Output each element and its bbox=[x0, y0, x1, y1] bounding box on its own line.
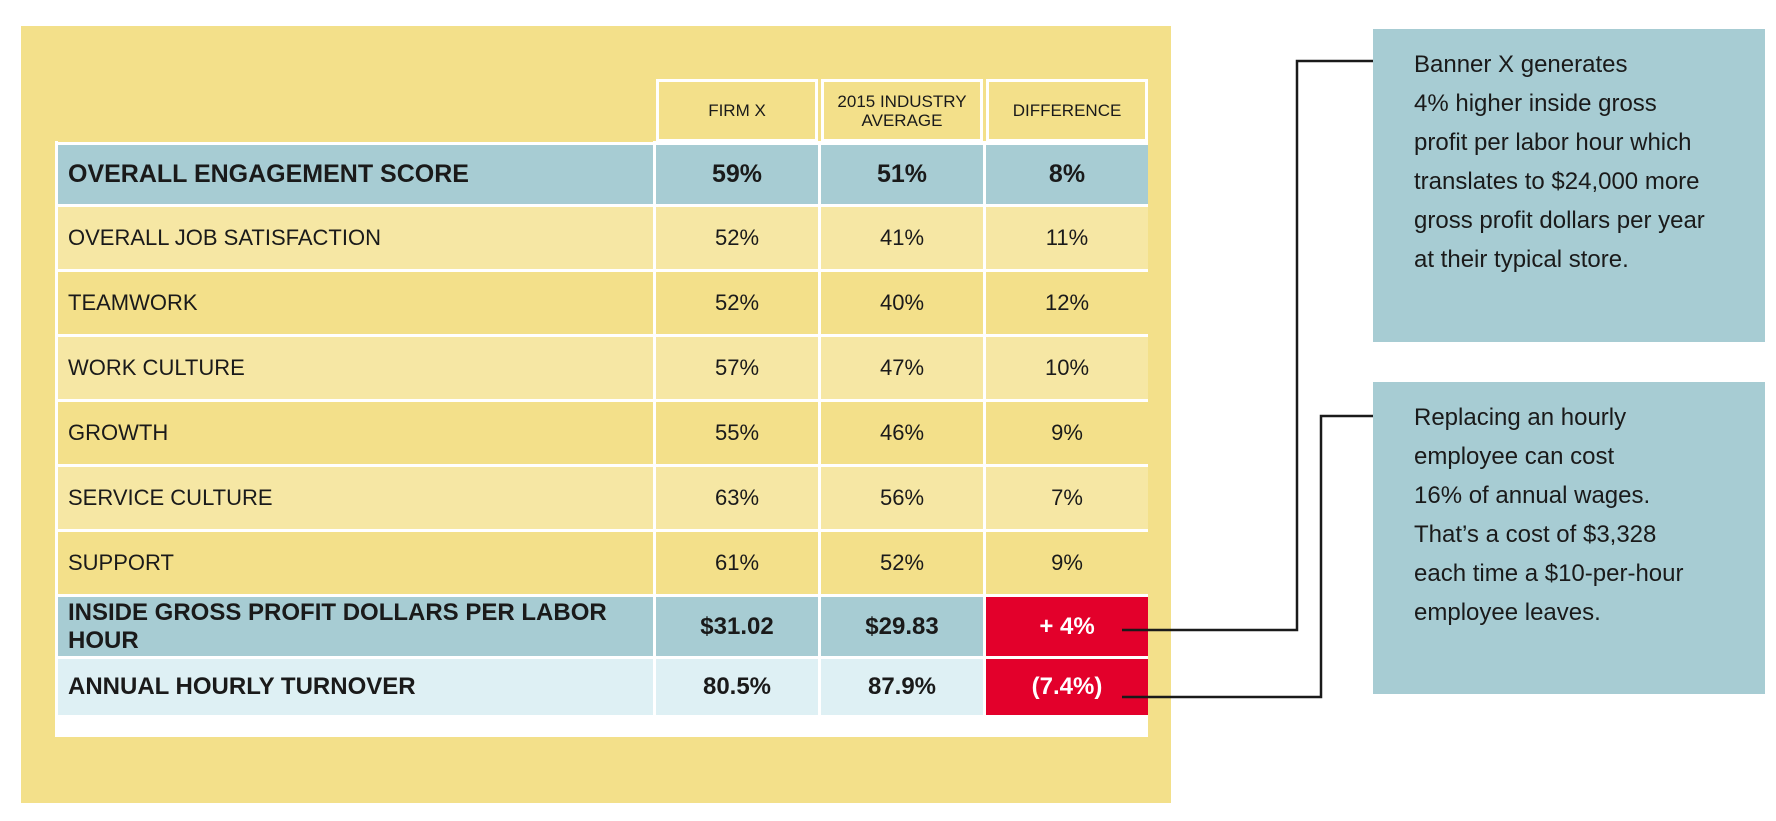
firm-x-value: 63% bbox=[656, 467, 818, 529]
difference-value: 11% bbox=[986, 207, 1148, 269]
row-label: GROWTH bbox=[58, 402, 653, 464]
firm-x-value: 52% bbox=[656, 207, 818, 269]
callout-line: Replacing an hourly bbox=[1414, 404, 1627, 431]
row-label: OVERALL ENGAGEMENT SCORE bbox=[58, 145, 653, 204]
leader-line-turnover bbox=[1122, 414, 1373, 699]
difference-value: 9% bbox=[986, 402, 1148, 464]
table-row: SERVICE CULTURE 63% 56% 7% bbox=[58, 467, 1148, 529]
callout-turnover: Replacing an hourly employee can cost 16… bbox=[1373, 382, 1765, 694]
industry-average-value: 52% bbox=[821, 532, 983, 594]
header-industry-average: 2015 INDUSTRY AVERAGE bbox=[821, 79, 983, 142]
firm-x-value: 55% bbox=[656, 402, 818, 464]
industry-average-value: 87.9% bbox=[821, 659, 983, 715]
header-firm-x: FIRM X bbox=[656, 79, 818, 142]
difference-value: 7% bbox=[986, 467, 1148, 529]
callout-line: profit per labor hour which bbox=[1414, 129, 1692, 156]
difference-value: + 4% bbox=[986, 597, 1148, 656]
table-row: WORK CULTURE 57% 47% 10% bbox=[58, 337, 1148, 399]
callout-line: That’s a cost of $3,328 bbox=[1414, 521, 1657, 548]
callout-gross-profit: Banner X generates 4% higher inside gros… bbox=[1373, 29, 1765, 342]
firm-x-value: 59% bbox=[656, 145, 818, 204]
header-industry-line2: AVERAGE bbox=[861, 110, 943, 130]
row-label: SUPPORT bbox=[58, 532, 653, 594]
difference-value: 9% bbox=[986, 532, 1148, 594]
industry-average-value: 41% bbox=[821, 207, 983, 269]
callout-line: translates to $24,000 more bbox=[1414, 168, 1700, 195]
table-body: OVERALL ENGAGEMENT SCORE 59% 51% 8% OVERALL … bbox=[58, 145, 1148, 715]
table-header-row: FIRM X 2015 INDUSTRY AVERAGE DIFFERENCE bbox=[58, 79, 1148, 142]
row-label: SERVICE CULTURE bbox=[58, 467, 653, 529]
firm-x-value: 61% bbox=[656, 532, 818, 594]
header-firm-x-label: FIRM X bbox=[708, 101, 766, 120]
firm-x-value: 52% bbox=[656, 272, 818, 334]
firm-x-value: $31.02 bbox=[656, 597, 818, 656]
engagement-table: FIRM X 2015 INDUSTRY AVERAGE DIFFERENCE … bbox=[55, 76, 1151, 718]
row-label: ANNUAL HOURLY TURNOVER bbox=[58, 659, 653, 715]
table-row: SUPPORT 61% 52% 9% bbox=[58, 532, 1148, 594]
leader-line-gross-profit bbox=[1122, 59, 1373, 632]
callout-line: each time a $10-per-hour bbox=[1414, 560, 1684, 587]
difference-value: 8% bbox=[986, 145, 1148, 204]
callout-line: employee leaves. bbox=[1414, 599, 1601, 626]
industry-average-value: 47% bbox=[821, 337, 983, 399]
table-row: OVERALL ENGAGEMENT SCORE 59% 51% 8% bbox=[58, 145, 1148, 204]
table-row: INSIDE GROSS PROFIT DOLLARS PER LABOR HO… bbox=[58, 597, 1148, 656]
industry-average-value: 56% bbox=[821, 467, 983, 529]
table-row: TEAMWORK 52% 40% 12% bbox=[58, 272, 1148, 334]
callout-line: employee can cost bbox=[1414, 443, 1615, 470]
header-blank-cell bbox=[58, 79, 653, 142]
callout-line: at their typical store. bbox=[1414, 246, 1629, 273]
row-label: WORK CULTURE bbox=[58, 337, 653, 399]
table-row: ANNUAL HOURLY TURNOVER 80.5% 87.9% (7.4%) bbox=[58, 659, 1148, 715]
difference-value: (7.4%) bbox=[986, 659, 1148, 715]
header-difference-label: DIFFERENCE bbox=[1012, 101, 1122, 120]
row-label: TEAMWORK bbox=[58, 272, 653, 334]
table-row: GROWTH 55% 46% 9% bbox=[58, 402, 1148, 464]
industry-average-value: 46% bbox=[821, 402, 983, 464]
callout-line: gross profit dollars per year bbox=[1414, 207, 1705, 234]
difference-value: 12% bbox=[986, 272, 1148, 334]
callout-line: 4% higher inside gross bbox=[1414, 90, 1657, 117]
industry-average-value: 40% bbox=[821, 272, 983, 334]
callout-line: Banner X generates bbox=[1414, 51, 1628, 78]
industry-average-value: $29.83 bbox=[821, 597, 983, 656]
row-label: OVERALL JOB SATISFACTION bbox=[58, 207, 653, 269]
firm-x-value: 57% bbox=[656, 337, 818, 399]
table-row: OVERALL JOB SATISFACTION 52% 41% 11% bbox=[58, 207, 1148, 269]
header-difference: DIFFERENCE bbox=[986, 79, 1148, 142]
row-label: INSIDE GROSS PROFIT DOLLARS PER LABOR HO… bbox=[58, 597, 653, 656]
header-industry-line1: 2015 INDUSTRY bbox=[837, 91, 967, 111]
difference-value: 10% bbox=[986, 337, 1148, 399]
callout-line: 16% of annual wages. bbox=[1414, 482, 1651, 509]
industry-average-value: 51% bbox=[821, 145, 983, 204]
firm-x-value: 80.5% bbox=[656, 659, 818, 715]
